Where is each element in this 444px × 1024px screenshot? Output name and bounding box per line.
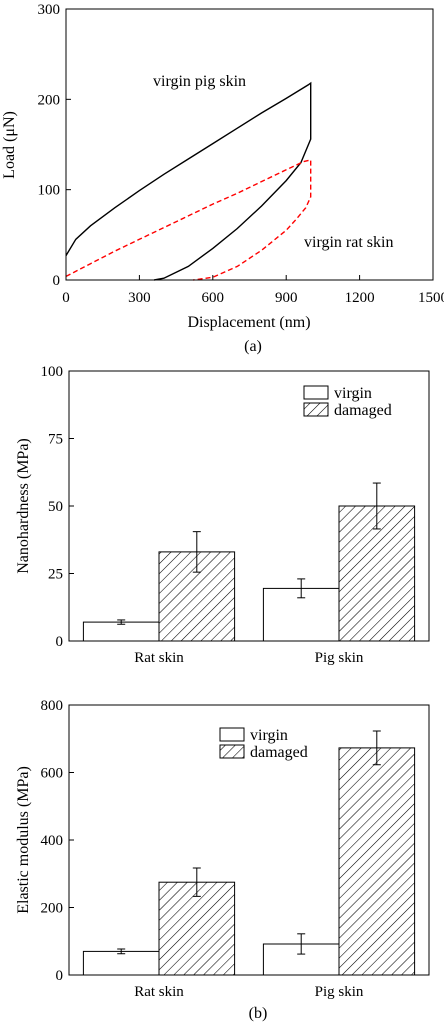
x-tick-label: 300 — [128, 290, 151, 306]
rat-skin-annotation: virgin rat skin — [304, 234, 393, 251]
y-tick-label: 100 — [38, 183, 61, 199]
bar-virgin-rat-skin — [82, 621, 160, 642]
y-axis-label-a: Load (μN) — [1, 111, 18, 179]
y-tick-label: 300 — [38, 2, 61, 18]
bar-damaged-pig-skin — [338, 747, 416, 976]
legend-swatch-damaged — [303, 402, 329, 417]
elastic-modulus-chart: Rat skin Pig skin 0 200 400 600 800 Elastic mo… — [15, 698, 430, 1022]
legend-label-damaged: damaged — [334, 402, 392, 419]
legend-swatch-damaged — [219, 744, 245, 759]
legend-label-virgin: virgin — [334, 385, 372, 402]
series-line-pig-skin — [65, 81, 312, 281]
x-tick-label: 900 — [275, 290, 298, 306]
y-tick-label: 75 — [48, 432, 63, 448]
category-label: Pig skin — [315, 650, 364, 666]
caption-b: (b) — [249, 1005, 268, 1022]
category-label: Rat skin — [134, 984, 184, 1000]
nanohardness-chart: Rat skin Pig skin 0 25 50 75 100 Nanohardness … — [15, 364, 430, 666]
caption-a: (a) — [244, 338, 262, 355]
bar-damaged-rat-skin — [158, 881, 236, 976]
y-tick-label: 400 — [41, 833, 64, 849]
x-axis-label-a: Displacement (nm) — [187, 314, 310, 331]
bar-virgin-rat-skin — [82, 950, 160, 976]
y-tick-label: 50 — [48, 499, 63, 515]
legend-swatch-virgin — [303, 385, 329, 400]
series-line-rat-skin — [65, 159, 312, 281]
x-tick-label: 600 — [202, 290, 225, 306]
legend-b2: virgin damaged — [219, 727, 308, 761]
y-tick-label: 600 — [41, 766, 64, 782]
category-label: Pig skin — [315, 984, 364, 1000]
y-tick-label: 100 — [41, 364, 64, 380]
legend-label-damaged: damaged — [250, 744, 308, 761]
y-tick-label: 0 — [56, 634, 64, 650]
y-tick-label: 200 — [41, 901, 64, 917]
y-axis-label-b1: Nanohardness (MPa) — [15, 438, 32, 574]
pig-skin-annotation: virgin pig skin — [153, 73, 246, 90]
legend-label-virgin: virgin — [250, 727, 288, 744]
legend-b1: virgin damaged — [303, 385, 392, 419]
y-tick-label: 0 — [53, 273, 61, 289]
y-tick-label: 200 — [38, 92, 61, 108]
plot-frame-a — [65, 8, 434, 281]
y-axis-label-b2: Elastic modulus (MPa) — [15, 766, 32, 914]
y-tick-label: 0 — [56, 968, 64, 984]
x-tick-label: 1200 — [345, 290, 375, 306]
y-tick-label: 800 — [41, 698, 64, 714]
x-tick-label: 0 — [62, 290, 70, 306]
category-label: Rat skin — [134, 650, 184, 666]
legend-swatch-virgin — [219, 727, 245, 742]
y-tick-label: 25 — [48, 567, 63, 583]
